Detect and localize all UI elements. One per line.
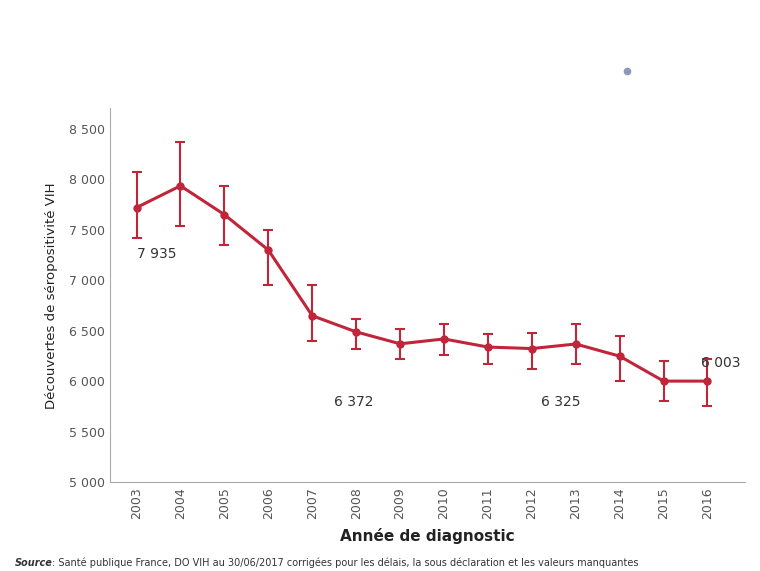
X-axis label: Année de diagnostic: Année de diagnostic xyxy=(340,528,515,544)
Text: Santé: Santé xyxy=(637,13,667,23)
Text: France: France xyxy=(637,66,672,76)
Text: 7 935: 7 935 xyxy=(137,247,176,261)
Text: ONT DÉCOUVERT LEUR SÉROPOSITIVITÉ EN 2016: ONT DÉCOUVERT LEUR SÉROPOSITIVITÉ EN 201… xyxy=(19,60,495,78)
Text: 6 372: 6 372 xyxy=(334,395,374,409)
Text: 6 325: 6 325 xyxy=(540,395,580,409)
Y-axis label: Découvertes de séropositivité VIH: Découvertes de séropositivité VIH xyxy=(46,182,59,409)
Text: Source: Source xyxy=(15,558,53,568)
Text: ENVIRON 6 000 PERSONNES [5 750-6 250]: ENVIRON 6 000 PERSONNES [5 750-6 250] xyxy=(19,25,432,43)
Text: publique: publique xyxy=(637,39,682,49)
Text: : Santé publique France, DO VIH au 30/06/2017 corrigées pour les délais, la sous: : Santé publique France, DO VIH au 30/06… xyxy=(52,558,638,568)
Text: 6 003: 6 003 xyxy=(701,356,740,370)
